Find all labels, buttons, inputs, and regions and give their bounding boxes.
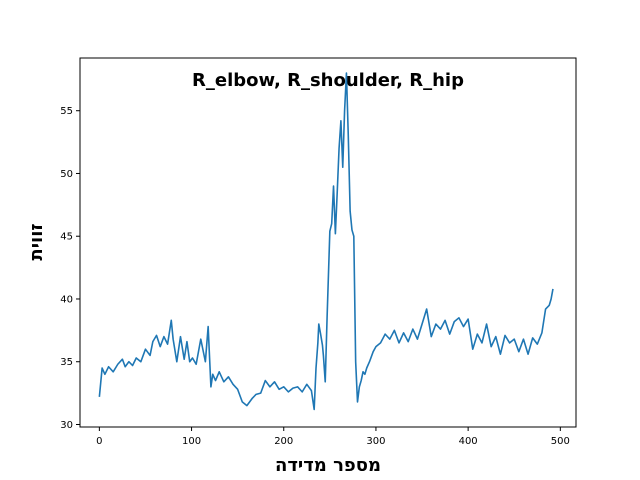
y-tick-label: 40 [60, 294, 73, 305]
y-tick-label: 30 [60, 420, 73, 431]
x-tick-label: 200 [274, 436, 293, 447]
y-axis: 30 35 40 45 50 55 [60, 106, 80, 431]
y-axis-label: זווית [26, 223, 47, 260]
series-line [98, 72, 554, 411]
x-axis: 0 100 200 300 400 500 [96, 427, 570, 447]
y-tick-label: 45 [60, 232, 73, 243]
x-tick-label: 100 [182, 436, 201, 447]
chart-title: R_elbow, R_shoulder, R_hip [192, 70, 464, 91]
x-tick-label: 400 [459, 436, 478, 447]
y-tick-label: 50 [60, 169, 73, 180]
y-tick-label: 55 [60, 106, 73, 117]
x-tick-label: 300 [366, 436, 385, 447]
x-axis-label: מספר מדידה [275, 455, 381, 476]
x-tick-label: 500 [551, 436, 570, 447]
axes-frame [79, 57, 577, 428]
plot-area [98, 72, 554, 411]
x-tick-label: 0 [96, 436, 102, 447]
y-tick-label: 35 [60, 357, 73, 368]
